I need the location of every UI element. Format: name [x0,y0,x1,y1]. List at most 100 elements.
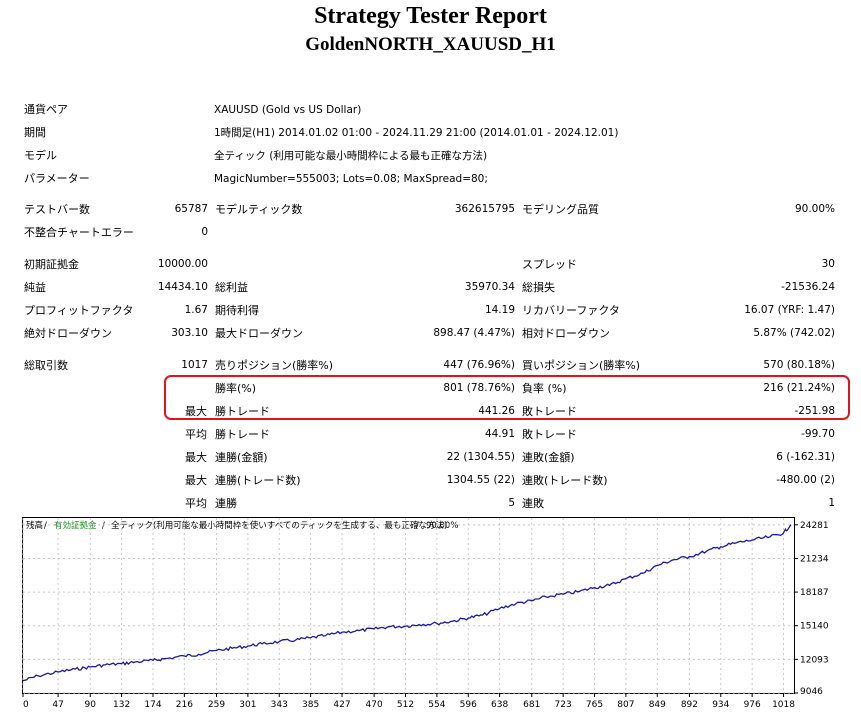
y-tick-label: 18187 [800,588,829,598]
trades-label: 総取引数 [24,359,68,372]
x-tick-label: 132 [113,700,130,710]
gross-profit-value: 35970.34 [464,281,515,293]
cons-loss-value: -480.00 (2) [776,474,835,486]
x-tick-label: 1018 [772,700,795,710]
pair-label: 通貨ペア [24,103,68,116]
x-tick-label: 807 [617,700,634,710]
gross-profit-label: 総利益 [215,281,248,294]
expected-value: 14.19 [484,304,515,316]
quality-value: 90.00% [794,203,835,215]
y-tick-label: 9046 [800,687,823,697]
x-tick-label: 343 [271,700,288,710]
expected-label: 期待利得 [215,304,259,317]
avg-prefix: 平均 [185,428,207,441]
avg-loss-value: -99.70 [801,428,835,440]
x-tick-label: 427 [333,700,350,710]
plot-frame [22,517,795,694]
pf-value: 1.67 [184,304,208,316]
x-tick-label: 765 [586,700,603,710]
cons-losses-money-label: 連敗(金額) [522,451,575,464]
x-tick-label: 259 [208,700,225,710]
win-rate-label: 勝率(%) [215,382,257,395]
x-tick-label: 723 [555,700,572,710]
deposit-value: 10000.00 [157,258,208,270]
legend-sep-2: / [102,521,105,531]
largest-win-label: 勝トレード [215,405,270,418]
report-subtitle: GoldenNORTH_XAUUSD_H1 [305,34,556,55]
avg-cons-losses-value: 1 [828,497,835,509]
win-rate-value: 801 (78.76%) [443,382,515,394]
x-tick-label: 849 [649,700,666,710]
long-value: 570 (80.18%) [763,359,835,371]
max-dd-label: 最大ドローダウン [215,327,303,340]
legend-quality: 90.00% [426,521,458,531]
bars-value: 65787 [174,203,208,215]
y-tick-label: 15140 [800,622,829,632]
max-prefix-2: 最大 [185,451,207,464]
max-dd-value: 898.47 (4.47%) [433,327,515,339]
x-tick-label: 596 [460,700,477,710]
balance-series-line [22,524,792,682]
report-title: Strategy Tester Report [314,3,547,29]
legend-model: 全ティック(利用可能な最小時間枠を使いすべてのティックを生成する、最も正確な方法… [111,520,447,531]
long-label: 買いポジション(勝率%) [522,359,641,372]
errors-value: 0 [201,226,208,238]
largest-win-value: 441.26 [478,405,515,417]
legend-sep-3: / [416,521,419,531]
model-value: 全ティック (利用可能な最小時間枠による最も正確な方法) [214,150,488,162]
loss-rate-value: 216 (21.24%) [763,382,835,394]
largest-loss-value: -251.98 [794,405,835,417]
trades-value: 1017 [181,359,208,371]
x-tick-label: 0 [23,700,29,710]
spread-value: 30 [821,258,835,270]
highlight-box [164,375,850,420]
short-label: 売りポジション(勝率%) [215,359,334,372]
x-tick-label: 470 [366,700,383,710]
pf-label: プロフィットファクタ [24,304,134,317]
abs-dd-value: 303.10 [171,327,208,339]
avg-cons-wins-label: 連勝 [215,497,237,510]
legend-sep-1: / [44,521,47,531]
avg-win-label: 勝トレード [215,428,270,441]
rel-dd-value: 5.87% (742.02) [753,327,835,339]
net-label: 純益 [24,281,46,294]
recovery-label: リカバリーファクタ [522,304,620,317]
gross-loss-label: 総損失 [522,281,555,294]
x-tick-label: 174 [144,700,161,710]
max-prefix: 最大 [185,405,207,418]
quality-label: モデリング品質 [522,203,599,216]
avg-cons-wins-value: 5 [508,497,515,509]
balance-chart: 残高 / 有効証拠金 / 全ティック(利用可能な最小時間枠を使いすべてのティック… [22,517,860,717]
balance-chart-svg: 残高 / 有効証拠金 / 全ティック(利用可能な最小時間枠を使いすべてのティック… [22,517,829,710]
x-tick-label: 892 [681,700,698,710]
gross-loss-value: -21536.24 [781,281,835,293]
x-tick-label: 385 [302,700,319,710]
model-label: モデル [24,149,57,162]
cons-wins-money-label: 連勝(金額) [215,451,268,464]
ticks-value: 362615795 [454,203,515,215]
x-tick-label: 976 [744,700,761,710]
net-value: 14434.10 [157,281,208,293]
spread-label: スプレッド [522,258,577,271]
x-tick-label: 512 [397,700,414,710]
cons-losses-money-value: 6 (-162.31) [776,451,835,463]
cons-loss-label: 連敗(トレード数) [522,474,608,487]
abs-dd-label: 絶対ドローダウン [24,327,112,340]
bars-label: テストバー数 [24,203,90,216]
period-label: 期間 [24,126,46,139]
cons-wins-money-value: 22 (1304.55) [446,451,515,463]
y-tick-label: 12093 [800,655,829,665]
cons-profit-value: 1304.55 (22) [446,474,515,486]
params-value: MagicNumber=555003; Lots=0.08; MaxSpread… [214,173,488,185]
short-value: 447 (76.96%) [443,359,515,371]
loss-rate-label: 負率 (%) [522,382,567,395]
x-tick-label: 47 [52,700,63,710]
x-tick-label: 681 [523,700,540,710]
ticks-label: モデルティック数 [215,203,303,216]
avg-cons-losses-label: 連敗 [522,497,544,510]
y-tick-label: 21234 [800,554,829,564]
max-prefix-3: 最大 [185,474,207,487]
avg-prefix-2: 平均 [185,497,207,510]
x-tick-label: 554 [428,700,445,710]
errors-label: 不整合チャートエラー [24,226,134,239]
